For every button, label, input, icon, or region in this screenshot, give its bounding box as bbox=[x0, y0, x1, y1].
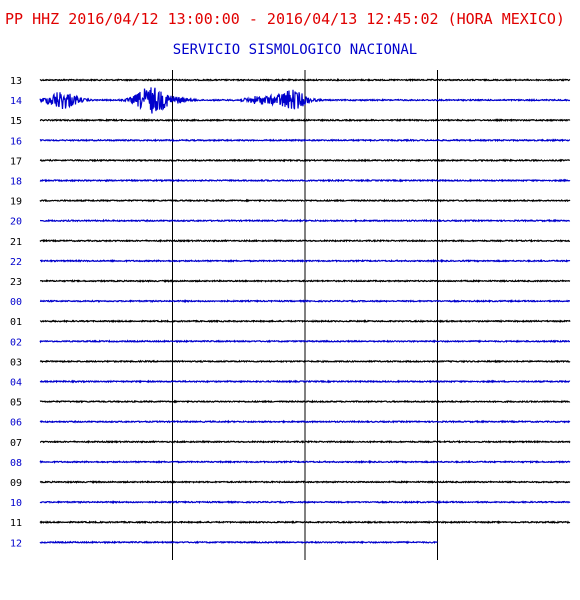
hour-label-07: 07 bbox=[10, 438, 22, 449]
hour-label-16: 16 bbox=[10, 136, 22, 147]
trace-line-19 bbox=[39, 198, 571, 203]
hour-label-00: 00 bbox=[10, 297, 22, 308]
trace-line-10 bbox=[39, 500, 571, 505]
hour-label-02: 02 bbox=[10, 337, 22, 348]
trace-line-22 bbox=[39, 258, 571, 264]
hour-label-19: 19 bbox=[10, 197, 22, 208]
trace-line-05 bbox=[39, 399, 571, 404]
hour-label-10: 10 bbox=[10, 498, 22, 509]
hour-label-08: 08 bbox=[10, 458, 22, 469]
trace-line-03 bbox=[39, 359, 571, 364]
seismic-traces bbox=[39, 77, 571, 545]
trace-line-17 bbox=[39, 158, 571, 163]
hour-label-21: 21 bbox=[10, 237, 22, 248]
minute-gridlines bbox=[172, 70, 438, 560]
trace-line-13 bbox=[39, 77, 571, 82]
trace-line-18 bbox=[39, 178, 571, 183]
trace-line-14 bbox=[39, 87, 571, 114]
trace-line-15 bbox=[39, 118, 571, 123]
chart-subtitle: SERVICIO SISMOLOGICO NACIONAL bbox=[173, 42, 417, 58]
hour-label-11: 11 bbox=[10, 518, 22, 529]
hour-label-20: 20 bbox=[10, 217, 22, 228]
trace-line-16 bbox=[39, 138, 571, 143]
trace-line-09 bbox=[39, 480, 571, 484]
hour-label-03: 03 bbox=[10, 357, 22, 368]
trace-line-04 bbox=[39, 379, 571, 384]
trace-line-08 bbox=[39, 459, 571, 465]
trace-line-06 bbox=[39, 419, 571, 424]
hour-label-14: 14 bbox=[10, 96, 22, 107]
hour-label-04: 04 bbox=[10, 378, 22, 389]
hour-label-05: 05 bbox=[10, 398, 22, 409]
hour-label-23: 23 bbox=[10, 277, 22, 288]
hour-label-22: 22 bbox=[10, 257, 22, 268]
hour-label-01: 01 bbox=[10, 317, 22, 328]
hour-label-09: 09 bbox=[10, 478, 22, 489]
hour-label-12: 12 bbox=[10, 538, 22, 549]
hour-label-06: 06 bbox=[10, 418, 22, 429]
trace-line-02 bbox=[39, 339, 571, 344]
hour-label-13: 13 bbox=[10, 76, 22, 87]
chart-title: PP HHZ 2016/04/12 13:00:00 - 2016/04/13 … bbox=[5, 10, 565, 28]
trace-line-20 bbox=[39, 218, 571, 223]
trace-line-07 bbox=[39, 439, 571, 444]
trace-line-21 bbox=[39, 238, 571, 243]
trace-line-00 bbox=[39, 299, 571, 304]
hour-label-18: 18 bbox=[10, 177, 22, 188]
trace-line-11 bbox=[39, 520, 571, 525]
hour-label-15: 15 bbox=[10, 116, 22, 127]
hour-label-17: 17 bbox=[10, 156, 22, 167]
hour-labels: 13 14 15 16 17 18 19 20 21 22 23 00 01 02 03 04 05 06 07 08… bbox=[10, 76, 22, 549]
trace-line-01 bbox=[39, 319, 571, 324]
trace-line-12 bbox=[39, 540, 438, 545]
trace-line-23 bbox=[39, 279, 571, 283]
